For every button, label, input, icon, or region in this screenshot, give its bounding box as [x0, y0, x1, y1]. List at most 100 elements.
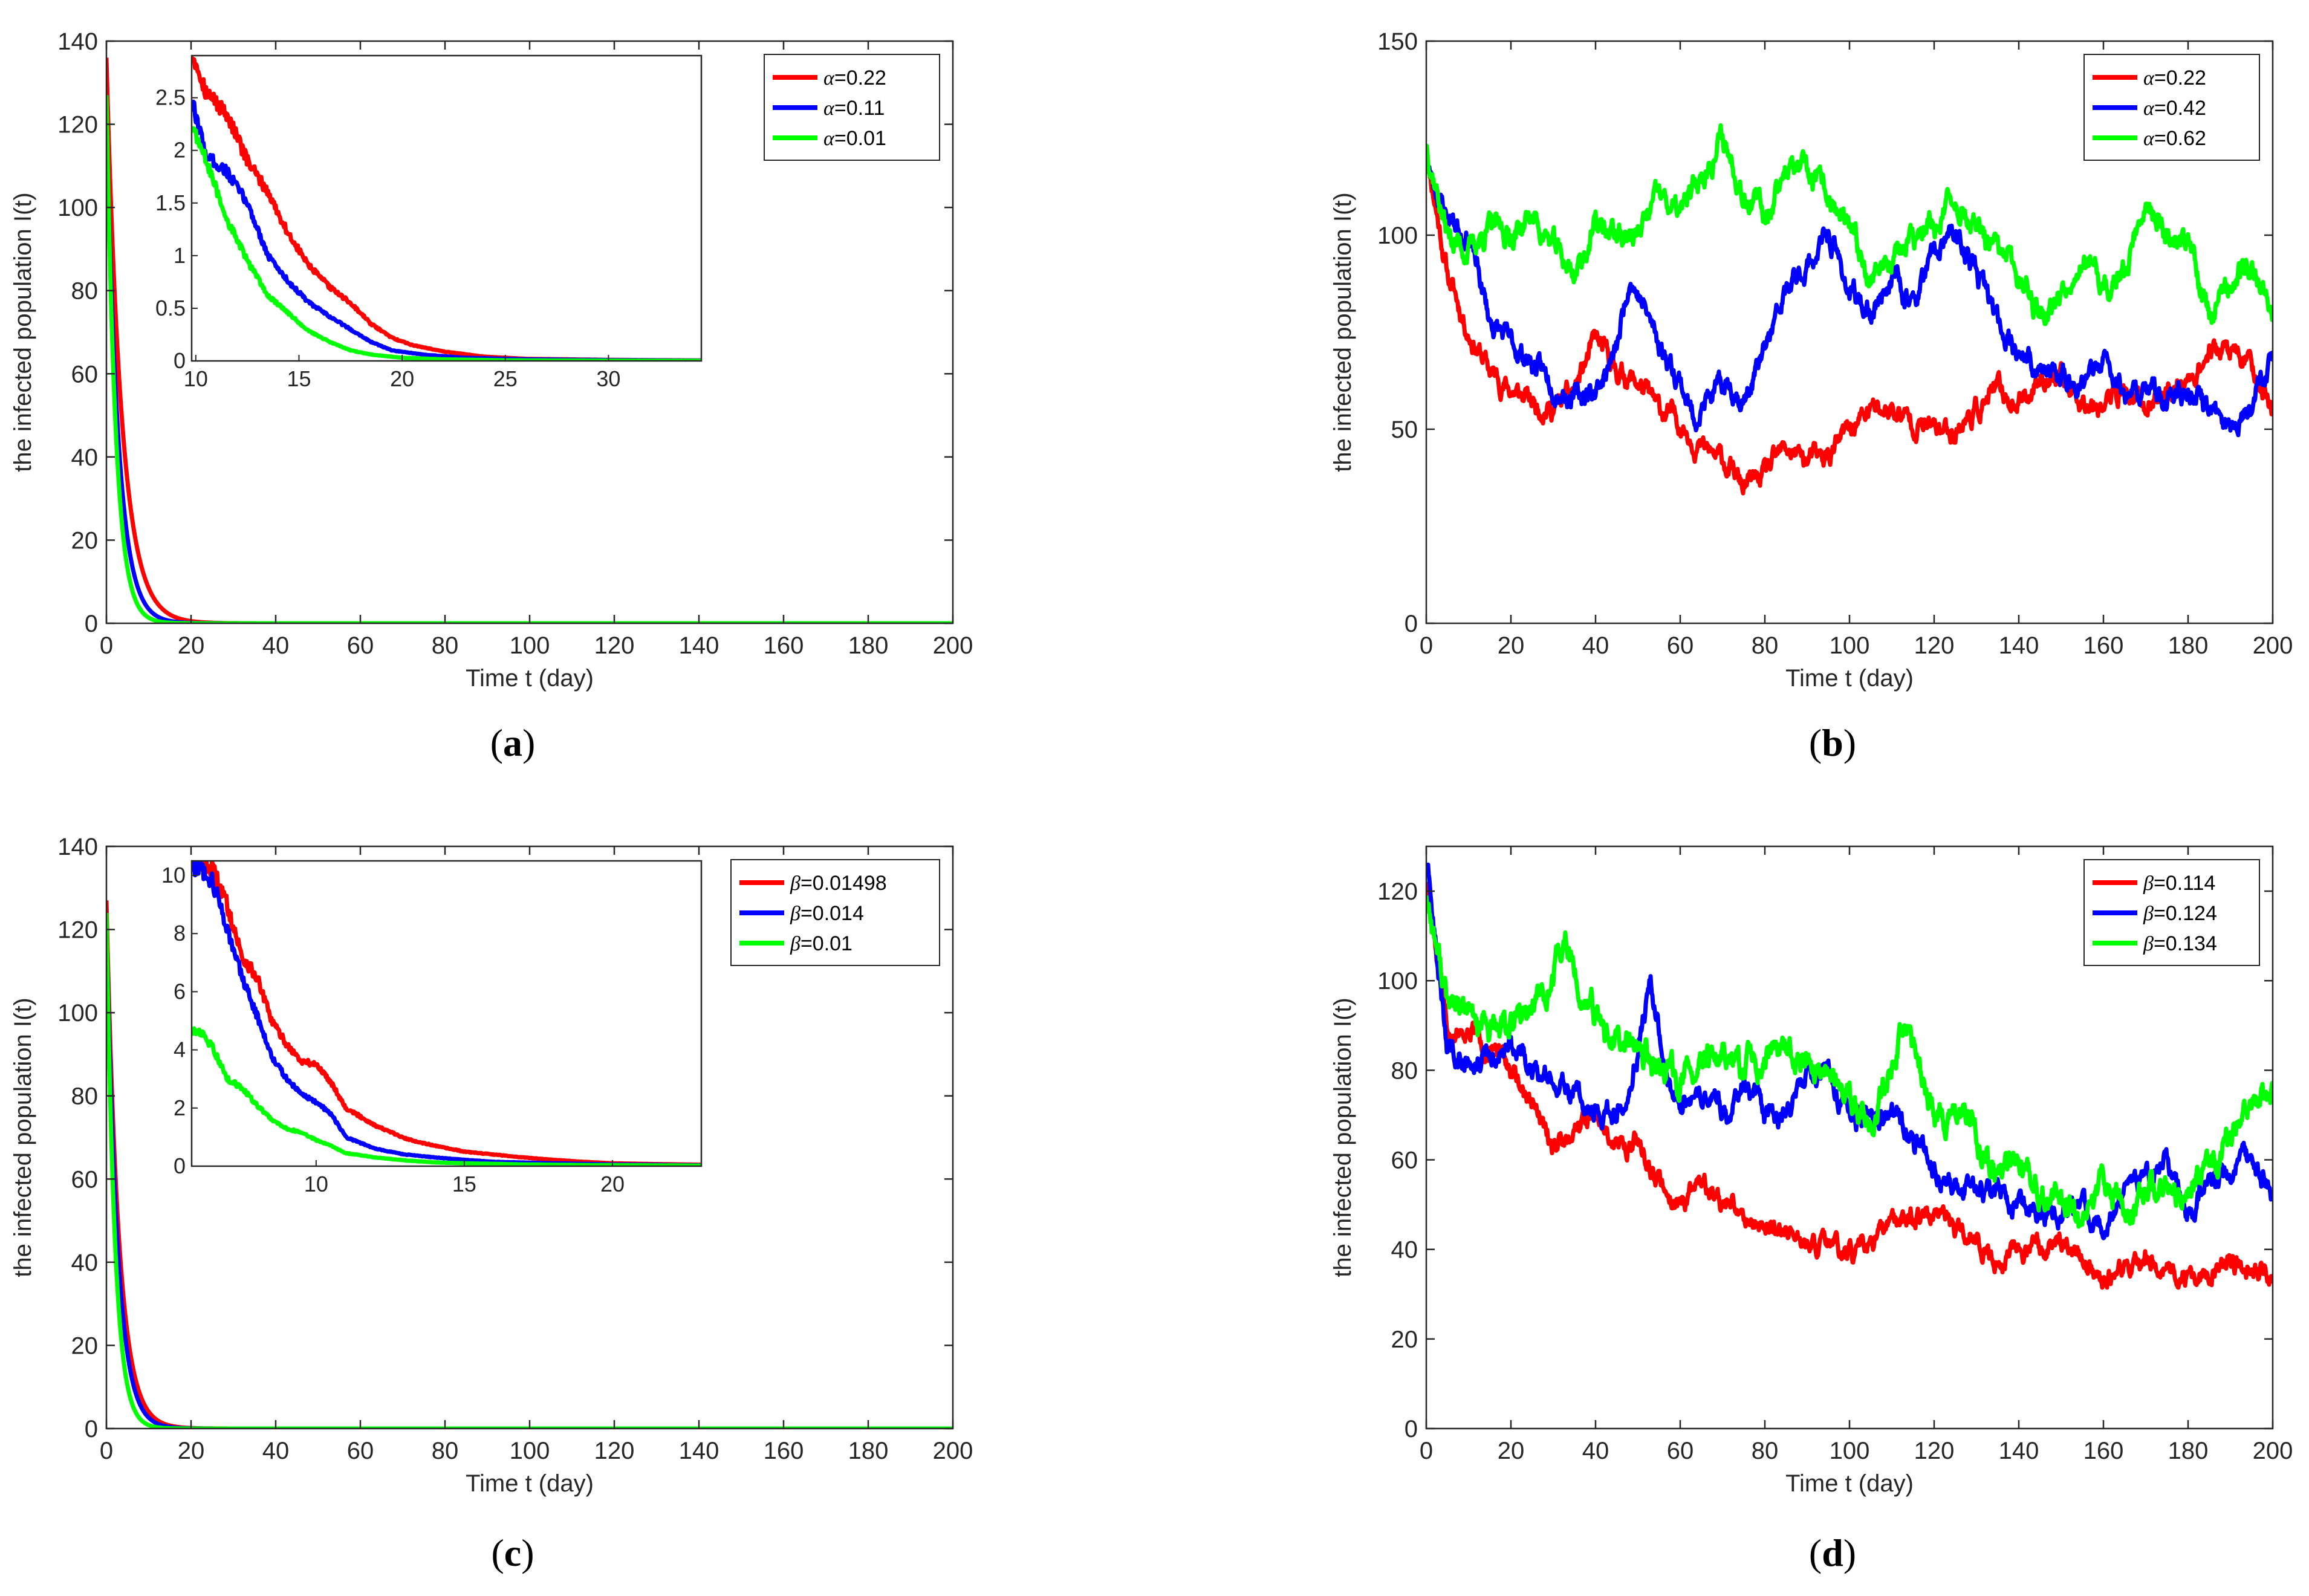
legend-symbol: β [2143, 933, 2154, 955]
legend-item: β=0.014 [739, 902, 864, 925]
inset-area [192, 56, 701, 361]
y-tick: 80 [71, 278, 953, 305]
y-tick: 150 [1377, 28, 2273, 55]
inset-x-tick-label: 10 [184, 366, 208, 391]
y-tick: 20 [71, 1332, 953, 1359]
x-tick: 120 [594, 846, 634, 1464]
y-tick-label: 140 [57, 28, 98, 55]
legend-label: α=0.22 [823, 66, 886, 89]
inset-a: 10 15 20 25 30 0 0.5 1 1.5 2 2.5 [155, 54, 703, 391]
legend-value: =0.11 [834, 97, 885, 120]
legend-value: =0.134 [2154, 932, 2217, 955]
legend-item: β=0.134 [2093, 932, 2217, 955]
panel-d: 0 20 40 60 80 100 120 140 160 180 200 0 20 40 60 80 100 1… [1330, 845, 2293, 1574]
y-tick: 100 [57, 1000, 953, 1027]
x-tick: 160 [764, 846, 804, 1464]
x-tick-label: 60 [347, 632, 374, 659]
x-tick: 100 [1830, 846, 1870, 1464]
y-tick-label: 100 [1377, 222, 1418, 249]
inset-box [190, 54, 703, 362]
inset-x-tick-label: 25 [493, 366, 518, 391]
y-tick-label: 0 [1405, 1416, 1418, 1442]
x-tick: 180 [2168, 846, 2208, 1464]
inset-y-tick-label: 0 [174, 1153, 186, 1178]
x-tick: 100 [1830, 41, 1869, 659]
x-axis-label: Time t (day) [466, 665, 594, 692]
x-tick-label: 140 [1999, 1438, 2039, 1464]
x-tick-label: 40 [1582, 632, 1609, 659]
x-tick: 100 [510, 846, 550, 1464]
y-tick-label: 20 [71, 527, 99, 554]
y-tick: 140 [57, 834, 953, 860]
x-tick: 200 [933, 41, 973, 659]
series-line-3 [1426, 895, 2273, 1229]
legend-symbol: α [2143, 67, 2155, 89]
y-tick-label: 120 [57, 112, 98, 138]
legend-item: α=0.22 [2093, 66, 2206, 89]
legend-symbol: α [2143, 97, 2155, 120]
y-axis-label: the infected population I(t) [10, 192, 36, 472]
y-tick-label: 80 [71, 278, 99, 305]
legend-item: β=0.01498 [739, 872, 887, 895]
legend-label: β=0.014 [790, 902, 864, 925]
inset-y-tick-label: 2 [174, 138, 186, 163]
legend-item: α=0.11 [773, 97, 885, 120]
legend-item: α=0.42 [2093, 97, 2206, 120]
legend-value: =0.01 [834, 127, 886, 150]
x-tick-label: 160 [764, 1438, 804, 1464]
legend-value: =0.014 [801, 902, 864, 925]
series-line-3 [1426, 123, 2273, 326]
x-tick: 0 [1420, 41, 1433, 659]
x-tick: 180 [2168, 41, 2209, 659]
x-tick-label: 100 [510, 632, 550, 659]
inset-x-tick-label: 20 [600, 1172, 625, 1196]
y-tick-label: 100 [57, 1000, 98, 1027]
x-tick: 200 [2253, 41, 2293, 659]
series-line-2 [1426, 164, 2273, 438]
x-tick-label: 100 [1830, 1438, 1870, 1464]
inset-y-tick-label: 1 [174, 243, 186, 268]
y-tick-label: 40 [1391, 1237, 1418, 1264]
y-tick-label: 0 [85, 1416, 98, 1442]
y-tick-label: 60 [1391, 1147, 1418, 1174]
x-tick: 40 [1582, 846, 1609, 1464]
legend-symbol: α [823, 67, 835, 89]
caption-open: ( [491, 1531, 504, 1574]
inset-y-tick-label: 2.5 [155, 85, 186, 110]
y-tick: 120 [57, 112, 953, 138]
panel-caption: (c) [491, 1531, 534, 1574]
legend-label: α=0.42 [2143, 97, 2206, 120]
x-tick: 160 [2083, 846, 2123, 1464]
x-tick-label: 140 [1999, 632, 2039, 659]
x-tick: 20 [178, 41, 205, 659]
y-tick-label: 40 [71, 444, 99, 471]
x-tick-label: 120 [594, 632, 635, 659]
legend-symbol: α [2143, 128, 2155, 150]
legend-label: α=0.22 [2143, 66, 2206, 89]
inset-y-tick-label: 0.5 [155, 296, 186, 320]
caption-open: ( [490, 721, 503, 764]
legend-label: β=0.124 [2143, 902, 2217, 925]
caption-open: ( [1809, 1531, 1822, 1574]
y-tick: 40 [71, 1250, 953, 1276]
x-tick-label: 140 [679, 632, 719, 659]
x-tick-label: 120 [1914, 1438, 1955, 1464]
x-tick-label: 20 [178, 632, 205, 659]
x-tick: 160 [764, 41, 804, 659]
x-tick-label: 180 [2168, 632, 2209, 659]
legend-symbol: β [790, 872, 801, 895]
legend-item: α=0.22 [773, 66, 886, 89]
x-tick: 0 [100, 41, 113, 659]
x-tick-label: 0 [100, 632, 113, 659]
x-tick: 40 [262, 846, 290, 1464]
x-tick-label: 40 [262, 1438, 290, 1464]
y-tick: 80 [1391, 1057, 2273, 1084]
legend-symbol: β [2143, 872, 2154, 895]
x-tick: 80 [1752, 846, 1778, 1464]
x-tick-label: 100 [510, 1438, 550, 1464]
x-tick-label: 40 [262, 632, 290, 659]
x-tick-label: 40 [1582, 1438, 1609, 1464]
x-tick: 80 [1752, 41, 1778, 659]
x-tick-label: 0 [100, 1438, 113, 1464]
